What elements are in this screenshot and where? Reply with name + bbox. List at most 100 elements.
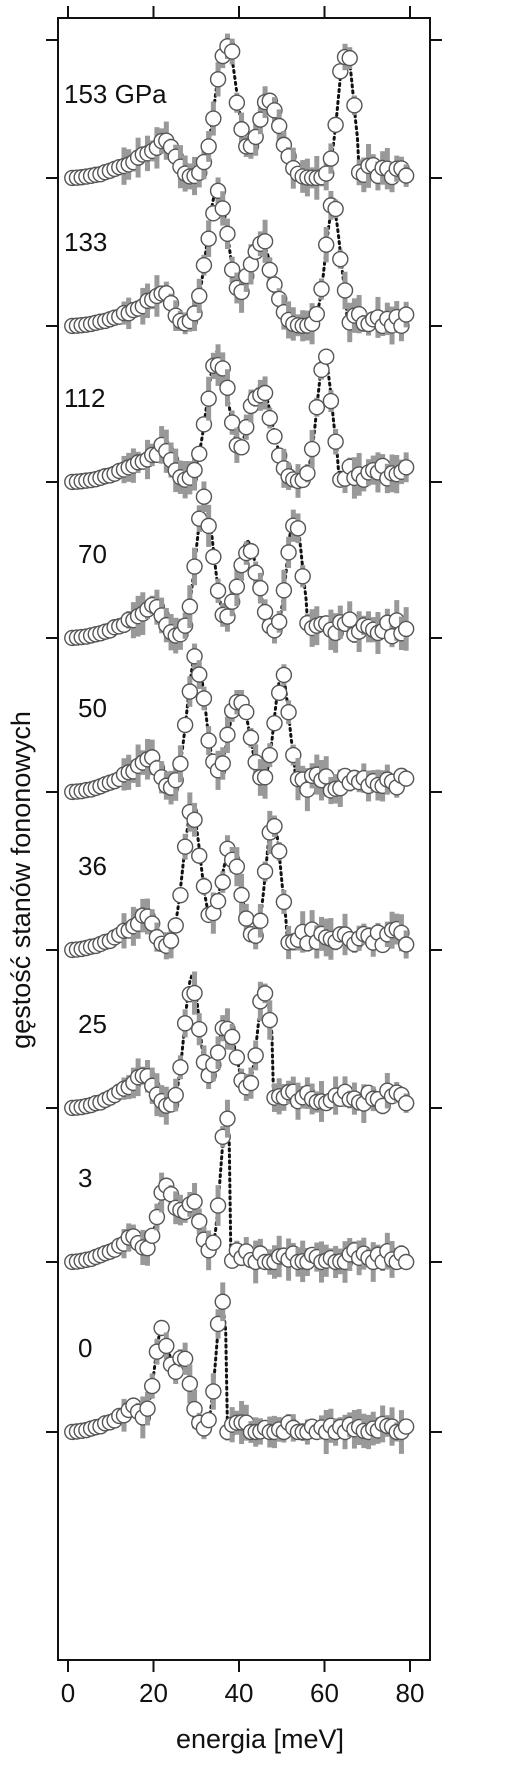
data-point [144, 1377, 161, 1395]
data-point [233, 121, 250, 138]
x-tick-label: 20 [139, 1678, 168, 1708]
series-5 [64, 792, 415, 960]
series-label-1: 133 [64, 227, 107, 257]
data-point [397, 936, 415, 953]
data-point [275, 893, 293, 911]
data-point [346, 97, 363, 114]
data-point [270, 117, 288, 135]
data-point [195, 488, 213, 505]
data-point [233, 886, 250, 904]
data-point [318, 236, 335, 253]
data-point [266, 714, 283, 732]
data-point [209, 1197, 227, 1214]
data-point [294, 568, 311, 585]
data-point [176, 838, 194, 855]
data-point [167, 1086, 184, 1104]
data-point [176, 1015, 194, 1032]
data-point [205, 110, 222, 127]
data-point [153, 1319, 170, 1337]
data-point [186, 984, 203, 1002]
data-point [261, 261, 278, 279]
data-point [228, 578, 246, 595]
data-point [308, 305, 326, 323]
data-point [242, 542, 260, 560]
data-point [195, 416, 213, 433]
data-point [172, 886, 189, 904]
data-point [256, 863, 274, 880]
data-point [228, 1049, 246, 1066]
data-point [238, 703, 255, 721]
series-label-0: 153 GPa [64, 79, 167, 109]
data-point [299, 465, 316, 482]
series-3 [64, 481, 415, 654]
data-point [209, 893, 227, 910]
data-point [256, 769, 274, 786]
data-point [181, 598, 199, 615]
data-point [186, 811, 203, 829]
data-point [336, 282, 354, 299]
data-point [209, 71, 227, 88]
data-point [266, 428, 283, 445]
data-point [341, 49, 358, 67]
series-label-3: 70 [78, 539, 107, 569]
x-tick-label: 0 [61, 1678, 75, 1708]
data-point [275, 666, 293, 684]
data-point [158, 1337, 175, 1355]
y-axis-title: gęstość stanów fononowych [6, 711, 36, 1049]
data-point [219, 225, 236, 242]
data-point [256, 384, 274, 402]
data-point [214, 873, 231, 891]
plot-frame [57, 17, 431, 1661]
data-point [252, 912, 269, 929]
data-point [397, 1253, 415, 1271]
data-point [275, 582, 293, 599]
series-label-7: 3 [78, 1163, 92, 1193]
series-label-4: 50 [78, 693, 107, 723]
x-tick-label: 40 [225, 1678, 254, 1708]
data-point [191, 666, 208, 683]
data-point [205, 548, 222, 566]
data-point [186, 558, 203, 575]
data-point [256, 603, 274, 621]
data-point [308, 399, 326, 416]
data-point [200, 517, 217, 535]
data-point [191, 1213, 208, 1230]
series-4 [64, 643, 415, 812]
data-point [261, 746, 278, 764]
series-label-5: 36 [78, 851, 107, 881]
data-point [397, 167, 415, 184]
data-point [205, 1383, 222, 1400]
data-point [172, 1059, 189, 1076]
data-point [228, 94, 246, 111]
data-point [195, 690, 213, 707]
data-point [233, 439, 250, 456]
data-point [270, 613, 288, 631]
data-point [186, 1193, 203, 1210]
data-point [397, 1094, 415, 1112]
data-point [195, 256, 213, 274]
data-point [219, 726, 236, 743]
data-point [200, 230, 217, 247]
data-point [289, 520, 307, 537]
data-point [214, 1293, 231, 1310]
data-point [318, 348, 335, 365]
data-point [181, 1375, 199, 1393]
data-point [209, 582, 227, 599]
data-point [256, 233, 274, 250]
series-1 [64, 177, 415, 345]
data-point [228, 858, 246, 875]
x-tick-label: 80 [396, 1678, 425, 1708]
data-point [270, 684, 288, 701]
data-point [176, 1350, 194, 1367]
data-point [176, 716, 194, 734]
data-point [162, 932, 180, 949]
data-point [195, 878, 213, 895]
data-point [181, 683, 199, 700]
data-point [238, 910, 255, 927]
series-0 [64, 33, 415, 200]
data-point [256, 985, 274, 1002]
data-point [242, 1074, 260, 1092]
data-point [303, 440, 321, 458]
data-point [327, 433, 344, 450]
